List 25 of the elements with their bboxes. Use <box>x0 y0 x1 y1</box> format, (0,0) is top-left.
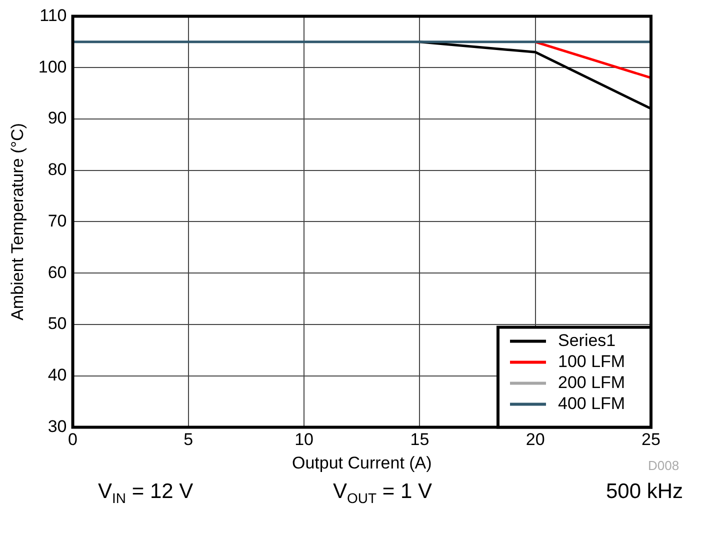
y-tick-label: 30 <box>48 416 67 436</box>
legend-label: 100 LFM <box>558 352 626 371</box>
text: 500 kHz <box>606 480 684 504</box>
x-axis-title: Output Current (A) <box>292 453 432 472</box>
x-tick-label: 15 <box>410 430 430 450</box>
y-tick-label: 80 <box>48 160 67 180</box>
y-tick-label: 40 <box>48 366 67 385</box>
x-tick-label: 25 <box>642 430 660 450</box>
legend-label: 200 LFM <box>558 372 626 392</box>
legend-label: 400 LFM <box>558 394 626 413</box>
x-tick-label: 0 <box>68 430 78 450</box>
y-tick-label: 70 <box>48 211 67 230</box>
x-tick-label: 20 <box>526 430 545 450</box>
y-tick-label: 50 <box>48 314 67 334</box>
y-tick-label: 110 <box>40 6 67 25</box>
y-tick-label: 100 <box>38 57 67 76</box>
text: V$_{IN}$ = 12 V <box>98 480 194 506</box>
legend-label: Series1 <box>558 330 616 350</box>
text: D008 <box>648 458 680 473</box>
y-tick-label: 90 <box>48 108 67 128</box>
x-tick-label: 10 <box>294 430 314 450</box>
x-tick-label: 5 <box>184 430 194 450</box>
text: V$_{OUT}$ = 1 V <box>333 480 432 506</box>
y-axis-title: Ambient Temperature (°C) <box>8 123 27 320</box>
y-tick-label: 60 <box>48 262 67 282</box>
